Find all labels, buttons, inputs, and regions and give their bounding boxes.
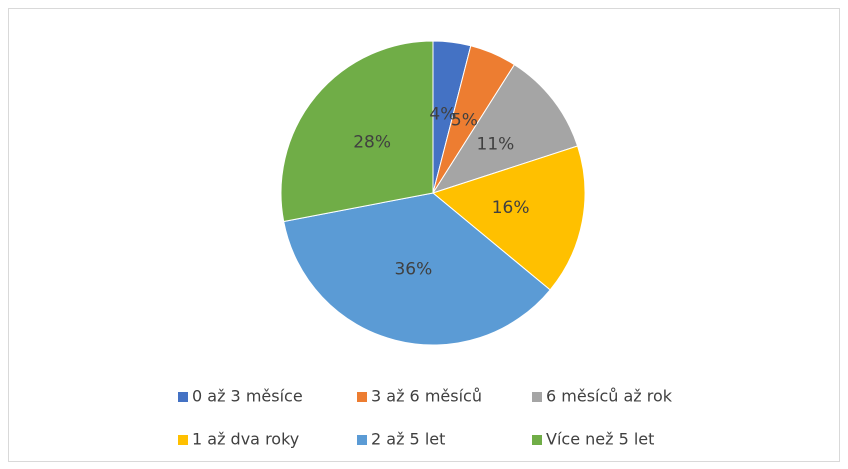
legend-label: 6 měsíců až rok (546, 387, 673, 406)
data-label: 28% (353, 133, 391, 153)
pie-slice (283, 192, 551, 346)
data-label: 5% (451, 110, 478, 130)
pie-slice (431, 145, 586, 291)
legend-swatch (178, 392, 188, 402)
legend-label: 1 až dva roky (192, 430, 299, 449)
legend-label: Více než 5 let (546, 430, 654, 449)
pie-slice (431, 63, 579, 194)
data-label: 36% (394, 260, 432, 280)
data-label: 11% (477, 135, 515, 155)
data-label: 4% (429, 105, 456, 125)
legend-swatch (532, 435, 542, 445)
data-label: 16% (492, 198, 530, 218)
legend-swatch (178, 435, 188, 445)
legend-label: 3 až 6 měsíců (371, 387, 482, 406)
legend-label: 2 až 5 let (371, 430, 445, 449)
legend-swatch (357, 392, 367, 402)
legend-swatch (357, 435, 367, 445)
legend-label: 0 až 3 měsíce (192, 387, 303, 406)
legend-swatch (532, 392, 542, 402)
pie-slice (280, 40, 434, 223)
